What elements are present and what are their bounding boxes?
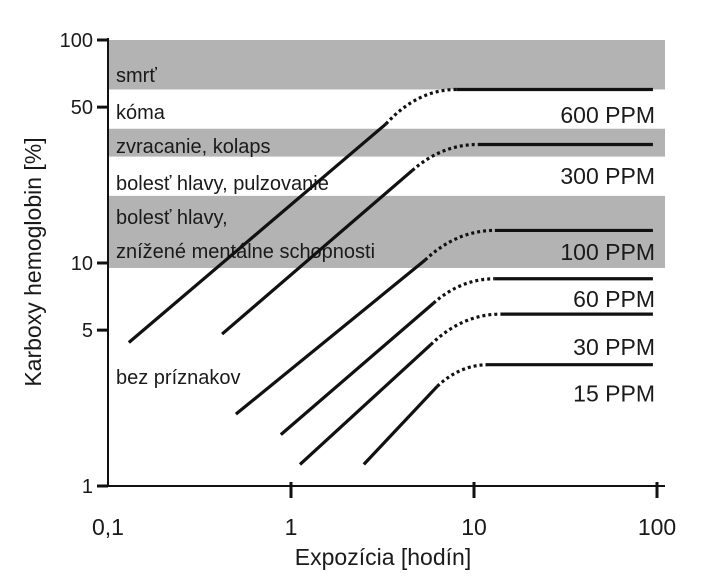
series-label-300-ppm: 300 PPM: [560, 163, 655, 189]
series-layer: [127, 87, 653, 466]
series-15-ppm-transition: [436, 363, 489, 388]
zone-labels-layer: smrť kóma zvracanie, kolaps bolesť hlavy, p…: [116, 65, 375, 389]
zone-label-6: bez príznakov: [116, 367, 241, 389]
series-labels-layer: 600 PPM 300 PPM 100 PPM 60 PPM 30 PPM 15 PPM: [560, 102, 655, 406]
y-axis-label: Karboxy hemoglobin [%]: [20, 137, 46, 386]
x-tick-label-0-1: 0,1: [92, 514, 124, 540]
series-label-100-ppm: 100 PPM: [560, 239, 655, 265]
series-15-ppm-rise: [362, 385, 439, 466]
series-100-ppm-transition: [423, 228, 495, 262]
series-30-ppm-transition: [429, 312, 501, 346]
series-60-ppm-transition: [432, 277, 495, 305]
zone-label-3: zvracanie, kolaps: [116, 136, 271, 158]
y-tick-label-100: 100: [60, 30, 93, 52]
zone-band-3: [108, 128, 665, 157]
y-tick-label-5: 5: [82, 320, 93, 342]
series-label-600-ppm: 600 PPM: [560, 102, 655, 128]
x-tick-label-1: 1: [285, 514, 298, 540]
x-tick-label-10: 10: [461, 514, 487, 540]
axes-layer: 1 5 10 50 100 0,1 1 10 100: [60, 30, 677, 540]
zone-label-1: smrť: [116, 65, 157, 87]
x-axis-label: Expozícia [hodín]: [295, 544, 471, 570]
zone-label-5-line-1: bolesť hlavy,: [116, 207, 228, 229]
series-label-60-ppm: 60 PPM: [573, 286, 655, 312]
y-tick-label-1: 1: [82, 476, 93, 498]
series-100-ppm-rise: [234, 258, 427, 416]
zone-label-4: bolesť hlavy, pulzovanie: [116, 173, 329, 195]
zone-band-1: [108, 40, 665, 90]
x-tick-label-100: 100: [638, 514, 676, 540]
zone-label-2: kóma: [116, 102, 166, 124]
y-tick-label-50: 50: [71, 97, 93, 119]
series-600-ppm-rise: [127, 122, 387, 344]
series-label-15-ppm: 15 PPM: [573, 380, 655, 406]
series-300-ppm-rise: [221, 169, 414, 336]
series-300-ppm-transition: [411, 142, 478, 172]
series-30-ppm-rise: [298, 343, 432, 466]
series-600-ppm-transition: [384, 87, 457, 126]
series-60-ppm-rise: [279, 302, 435, 436]
y-tick-label-10: 10: [71, 253, 93, 275]
series-label-30-ppm: 30 PPM: [573, 334, 655, 360]
